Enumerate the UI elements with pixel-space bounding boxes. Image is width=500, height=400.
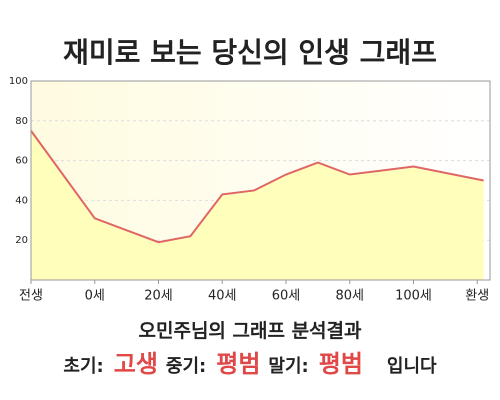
x-tick-label: 환생 bbox=[465, 289, 489, 304]
x-tick-label: 0세 bbox=[85, 289, 105, 304]
y-tick-label: 20 bbox=[15, 235, 28, 246]
chart: 재미로 보는 당신의 인생 그래프 20 40 60 80 100 전생 0세 20세 40세 6… bbox=[9, 36, 491, 304]
line bbox=[30, 130, 484, 244]
result-label: 중기: bbox=[165, 356, 207, 377]
y-tick-label: 80 bbox=[15, 116, 28, 127]
result-heading: 오민주님의 그래프 분석결과 bbox=[138, 320, 362, 342]
x-tick-label: 100세 bbox=[395, 289, 432, 304]
y-tick-label: 40 bbox=[15, 195, 28, 206]
x-tick-label: 전생 bbox=[19, 289, 43, 304]
x-tick-label: 40세 bbox=[208, 289, 237, 304]
chart-title: 재미로 보는 당신의 인생 그래프 bbox=[63, 36, 437, 69]
x-tick-label: 80세 bbox=[335, 289, 364, 304]
y-tick-label: 60 bbox=[15, 156, 28, 167]
result-label: 말기: bbox=[268, 356, 309, 377]
result-value: 고생 bbox=[113, 350, 158, 378]
plot-border bbox=[30, 80, 491, 281]
result: 오민주님의 그래프 분석결과 초기: 고생 중기: 평범 말기: 평범 입니다 bbox=[0, 314, 500, 383]
result-line: 초기: 고생 중기: 평범 말기: 평범 입니다 bbox=[0, 348, 500, 383]
result-suffix: 입니다 bbox=[386, 356, 437, 377]
y-tick-label: 100 bbox=[9, 76, 28, 87]
area bbox=[31, 130, 484, 280]
x-tick-label: 20세 bbox=[144, 289, 173, 304]
result-value: 평범 bbox=[318, 350, 363, 378]
x-tick-label: 60세 bbox=[272, 289, 301, 304]
result-label: 초기: bbox=[63, 356, 104, 377]
result-value: 평범 bbox=[216, 350, 261, 378]
